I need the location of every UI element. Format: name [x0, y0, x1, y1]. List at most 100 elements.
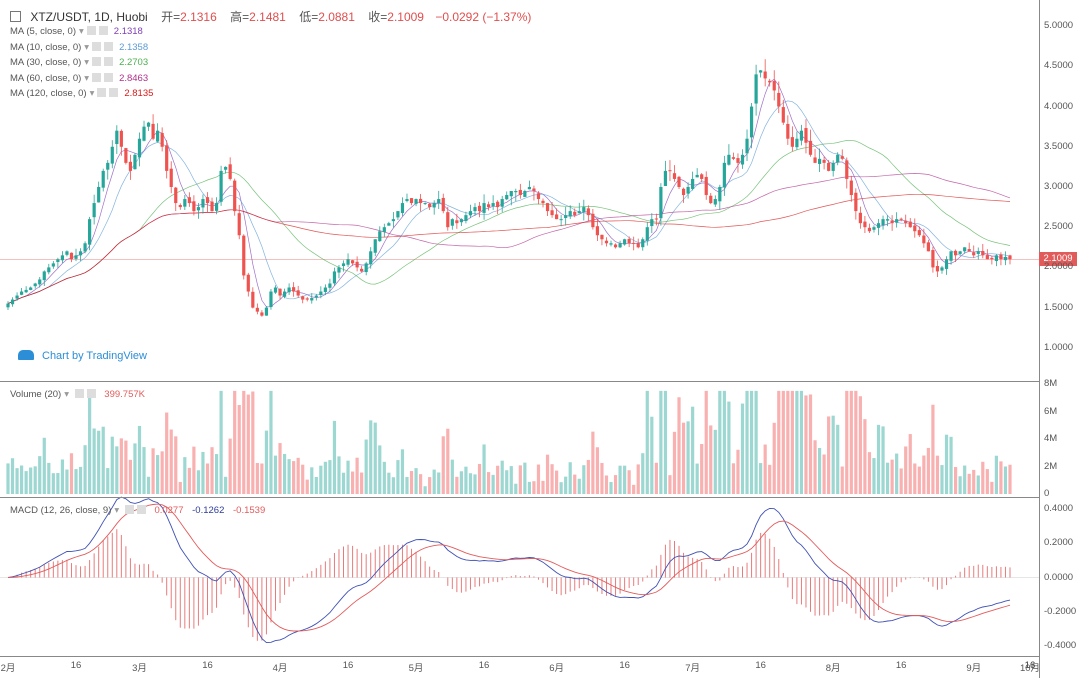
candle	[536, 191, 541, 205]
candle	[913, 218, 917, 238]
candle	[119, 129, 123, 156]
symbol-title: XTZ/USDT, 1D, Huobi	[30, 10, 148, 24]
volume-bar	[700, 444, 704, 494]
candle-body	[895, 219, 899, 223]
close-icon[interactable]	[98, 26, 108, 35]
candle	[255, 303, 259, 315]
macd-line	[7, 496, 1011, 644]
candle-body	[119, 130, 123, 147]
volume-bar	[255, 462, 259, 494]
settings-icon[interactable]	[86, 26, 96, 35]
candle-body	[650, 219, 654, 227]
volume-bar	[373, 422, 377, 494]
candle	[795, 131, 799, 151]
candle	[704, 171, 708, 200]
candle	[808, 129, 813, 157]
candle-body	[428, 203, 432, 208]
volume-bar	[654, 462, 658, 494]
volume-bar	[391, 477, 395, 494]
volume-bar	[409, 471, 414, 494]
candle-body	[210, 201, 214, 212]
candle-body	[836, 154, 840, 163]
volume-bar	[944, 434, 949, 494]
ma-legend-0[interactable]: MA (5, close, 0) ▾ 2.1318	[10, 26, 143, 37]
volume-bar	[564, 476, 568, 494]
volume-bar	[509, 466, 513, 494]
close-icon[interactable]	[136, 505, 146, 514]
volume-pane[interactable]	[6, 390, 1012, 494]
candle-body	[681, 188, 686, 196]
candle	[387, 221, 391, 226]
candle	[314, 294, 318, 301]
volume-bar	[405, 476, 409, 494]
candle	[60, 251, 65, 263]
volume-bar	[953, 467, 958, 494]
candle-body	[813, 157, 817, 163]
price-pane[interactable]	[0, 59, 1039, 317]
volume-bar	[251, 391, 255, 494]
volume-bar	[573, 474, 577, 494]
volume-bar	[777, 390, 781, 494]
candle-body	[101, 170, 105, 188]
macd-pane[interactable]	[0, 496, 1039, 644]
candle	[836, 152, 840, 166]
volume-bar	[237, 405, 241, 494]
candle-body	[904, 220, 908, 224]
candle	[681, 187, 686, 203]
ma-legend-3[interactable]: MA (60, close, 0) ▾ 2.8463	[10, 72, 149, 84]
close-icon[interactable]	[104, 72, 114, 82]
close-icon[interactable]	[86, 389, 96, 398]
candle-body	[142, 126, 146, 141]
settings-icon[interactable]	[97, 88, 107, 97]
volume-bar	[273, 455, 278, 494]
settings-icon[interactable]	[92, 72, 102, 82]
tradingview-watermark[interactable]: Chart by TradingView	[18, 350, 147, 362]
candle	[6, 301, 10, 311]
candle-body	[967, 249, 971, 252]
volume-bar	[831, 415, 835, 494]
collapse-icon[interactable]	[10, 11, 21, 22]
candle-body	[310, 297, 314, 301]
volume-bar	[210, 447, 214, 494]
candle-body	[373, 239, 377, 253]
settings-icon[interactable]	[92, 57, 102, 66]
candle	[323, 284, 327, 296]
candle	[745, 129, 749, 161]
ma-legend-1[interactable]: MA (10, close, 0) ▾ 2.1358	[10, 41, 149, 53]
candle-body	[69, 252, 74, 260]
candle-body	[754, 74, 758, 104]
candle-body	[799, 130, 804, 141]
time-tick-label: 7月	[685, 663, 701, 674]
candle	[904, 214, 908, 228]
candle-body	[527, 186, 532, 190]
ma-legend-4[interactable]: MA (120, close, 0) ▾ 2.8135	[10, 88, 154, 99]
settings-icon[interactable]	[74, 389, 84, 398]
close-icon[interactable]	[104, 41, 114, 51]
candle-body	[74, 255, 78, 259]
volume-bar	[219, 390, 223, 494]
macd-legend[interactable]: MACD (12, 26, close, 9) ▾ 0.0277 -0.1262 …	[10, 505, 266, 516]
volume-bar	[822, 454, 826, 494]
close-icon[interactable]	[104, 57, 114, 66]
ma-legend-label: MA (60, close, 0)	[10, 72, 82, 84]
volume-bar	[305, 479, 309, 494]
candle-body	[477, 205, 482, 212]
ma-legend-2[interactable]: MA (30, close, 0) ▾ 2.2703	[10, 57, 149, 68]
volume-bar	[137, 425, 142, 494]
candle	[278, 288, 282, 300]
candle-body	[817, 158, 822, 164]
close-icon[interactable]	[109, 88, 119, 97]
volume-bar	[772, 422, 776, 494]
volume-legend[interactable]: Volume (20) ▾ 399.757K	[10, 389, 145, 400]
candle-body	[849, 180, 853, 196]
candle-body	[224, 166, 228, 170]
settings-icon[interactable]	[124, 505, 134, 514]
settings-icon[interactable]	[92, 41, 102, 51]
time-tick-label: 10月	[1019, 663, 1041, 674]
candle-body	[133, 154, 137, 170]
candle	[78, 248, 83, 262]
candle	[441, 193, 445, 214]
candle	[500, 195, 504, 213]
candle-body	[219, 170, 223, 202]
